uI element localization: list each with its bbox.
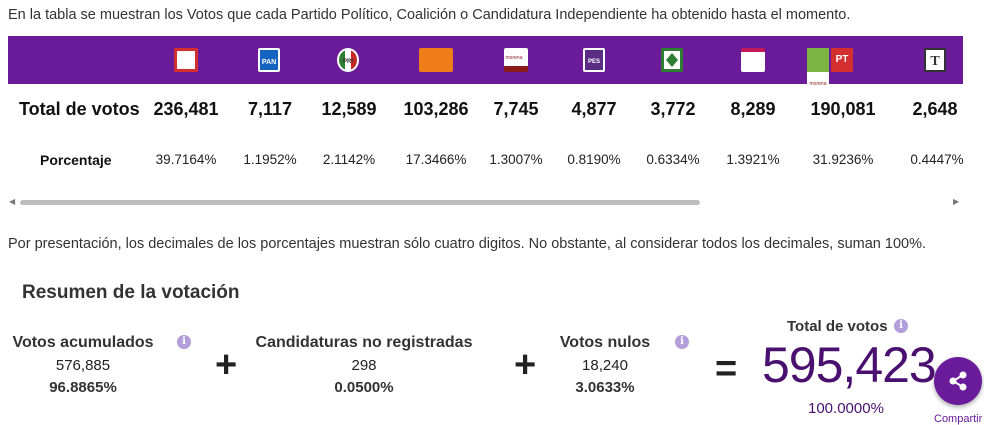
coalition-pvem-pt-morena-logo: PTmorena <box>807 48 877 96</box>
votes-cell: 8,289 <box>730 99 776 119</box>
scroll-right-arrow-icon[interactable]: ▶ <box>953 197 960 206</box>
null-votes-value: 18,240 <box>582 357 628 374</box>
info-icon[interactable]: i <box>894 319 908 333</box>
total-votes-pct: 100.0000% <box>808 400 884 417</box>
unregistered-candidates-label: Candidaturas no registradas <box>255 334 473 351</box>
t-party-logo: T <box>924 48 946 72</box>
unregistered-candidates-pct: 0.0500% <box>334 379 394 396</box>
null-votes-label: Votos nulos <box>559 334 651 351</box>
pct-cell: 2.1142% <box>322 152 376 167</box>
svg-text:PAN: PAN <box>262 59 276 66</box>
pct-cell: 0.4447% <box>910 152 963 167</box>
party-logos-header: PAN PRI morena PES PTmorena T <box>8 36 963 96</box>
votes-cell: 190,081 <box>810 99 876 119</box>
unregistered-candidates-value: 298 <box>351 357 377 374</box>
svg-text:T: T <box>930 54 940 69</box>
svg-text:morena: morena <box>506 55 523 61</box>
unregistered-candidates-block: Candidaturas no registradas 298 0.0500% <box>256 334 473 396</box>
pct-cell: 1.1952% <box>243 152 297 167</box>
pct-cell: 17.3466% <box>405 152 467 167</box>
decimals-note: Por presentación, los decimales de los p… <box>8 236 927 252</box>
red-box-logo <box>174 48 198 72</box>
plus-sign: + <box>215 344 238 386</box>
votes-cell: 2,648 <box>912 99 958 119</box>
pri-logo: PRI <box>337 48 359 72</box>
votes-cell: 236,481 <box>153 99 219 119</box>
pan-logo: PAN <box>258 48 280 72</box>
pct-cell: 1.3921% <box>726 152 780 167</box>
percentage-row-label: Porcentaje <box>40 152 112 168</box>
info-icon[interactable]: i <box>177 335 191 349</box>
votes-cell: 4,877 <box>571 99 617 119</box>
horizontal-scrollbar[interactable] <box>20 200 950 205</box>
null-votes-pct: 3.0633% <box>575 379 635 396</box>
votes-cell: 12,589 <box>321 99 377 119</box>
votes-table: PAN PRI morena PES PTmorena T Total de v… <box>8 36 963 186</box>
total-votes-label: Total de votos <box>787 318 888 335</box>
accumulated-votes-block: Votos acumulados 576,885 96.8865% <box>12 334 153 396</box>
equals-sign: = <box>715 348 738 390</box>
orange-party-logo <box>419 48 453 72</box>
share-button[interactable] <box>934 357 982 405</box>
morena-local-logo <box>741 48 765 72</box>
info-icon[interactable]: i <box>675 335 689 349</box>
plus-sign: + <box>514 344 537 386</box>
total-votes-row-label: Total de votos <box>19 99 140 119</box>
pct-cell: 31.9236% <box>812 152 874 167</box>
null-votes-block: Votos nulos 18,240 3.0633% <box>560 334 650 396</box>
share-icon <box>949 371 967 391</box>
votes-cell: 7,745 <box>493 99 539 119</box>
pct-cell: 1.3007% <box>489 152 543 167</box>
accumulated-votes-label: Votos acumulados <box>12 334 154 351</box>
accumulated-votes-value: 576,885 <box>55 357 111 374</box>
pes-logo: PES <box>583 48 605 72</box>
green-party-logo <box>661 48 683 72</box>
scrollbar-thumb[interactable] <box>20 200 700 205</box>
votes-cell: 7,117 <box>247 99 293 119</box>
scroll-left-arrow-icon[interactable]: ◀ <box>9 197 16 206</box>
morena-logo: morena <box>504 48 528 72</box>
svg-text:PES: PES <box>588 59 600 65</box>
pct-cell: 0.6334% <box>646 152 700 167</box>
accumulated-votes-pct: 96.8865% <box>49 379 117 396</box>
total-votes-value: 595,423 <box>762 337 937 393</box>
votes-cell: 3,772 <box>650 99 696 119</box>
svg-text:PRI: PRI <box>343 59 353 65</box>
summary-title: Resumen de la votación <box>22 282 240 303</box>
pct-cell: 39.7164% <box>155 152 217 167</box>
pct-cell: 0.8190% <box>567 152 621 167</box>
share-label[interactable]: Compartir <box>934 413 983 425</box>
votes-cell: 103,286 <box>403 99 469 119</box>
intro-text: En la tabla se muestran los Votos que ca… <box>8 7 851 23</box>
